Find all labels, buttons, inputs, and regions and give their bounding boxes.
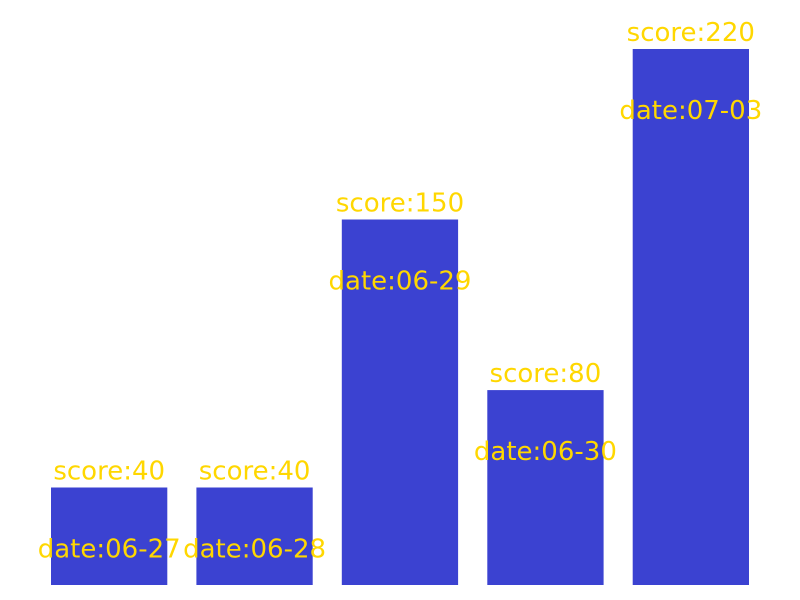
bar-07-03 <box>632 49 749 585</box>
category-label: date:06-30 <box>474 437 617 467</box>
category-label: date:07-03 <box>619 96 762 126</box>
value-label: score:220 <box>627 18 755 48</box>
bar-06-30 <box>487 390 604 585</box>
value-label: score:80 <box>490 359 602 389</box>
category-label: date:06-28 <box>183 535 326 565</box>
bar-06-29 <box>341 219 459 585</box>
bar-06-27 <box>51 487 168 585</box>
value-label: score:40 <box>53 457 165 487</box>
value-label: score:40 <box>199 457 311 487</box>
value-label: score:150 <box>336 189 464 219</box>
category-label: date:06-27 <box>38 535 181 565</box>
bar-06-28 <box>196 487 313 585</box>
category-label: date:06-29 <box>329 267 472 297</box>
